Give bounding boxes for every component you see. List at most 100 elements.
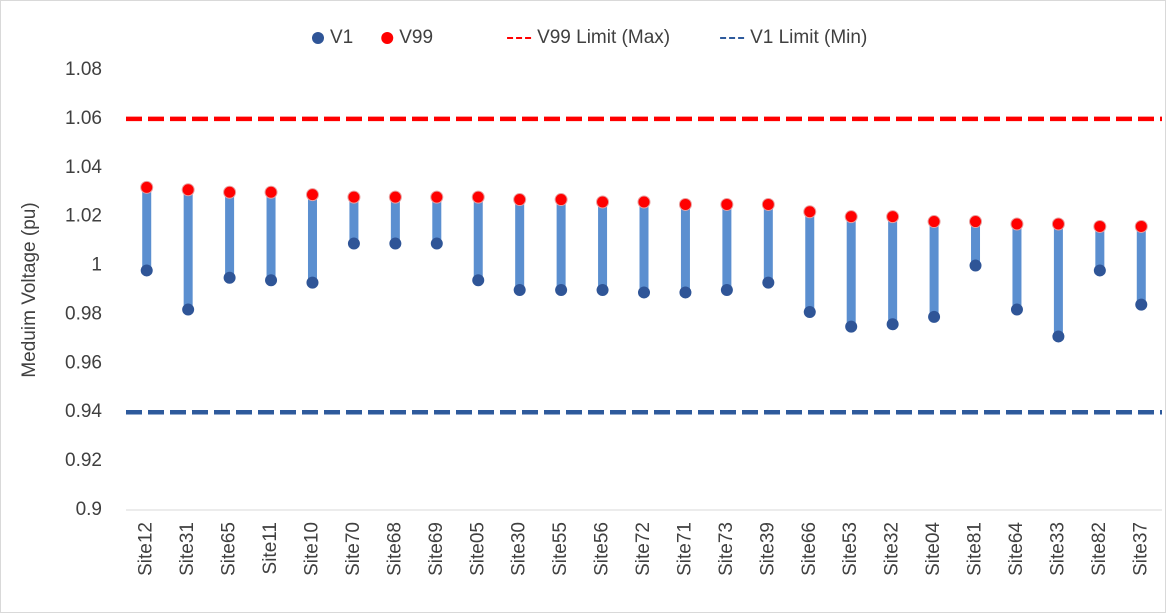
v99-dot: [305, 188, 319, 202]
range-stem: [929, 221, 939, 317]
v1-dot: [638, 286, 650, 299]
x-tick-label: Site04: [923, 522, 944, 576]
legend-marker: [381, 32, 394, 44]
v1-dot: [762, 276, 775, 289]
x-tick-label: Site66: [799, 522, 820, 576]
y-tick-label: 0.98: [65, 303, 102, 324]
range-stem: [225, 192, 235, 278]
x-tick-label: Site31: [177, 522, 198, 576]
range-stem: [515, 199, 525, 290]
range-stem: [307, 194, 317, 283]
v1-dot: [430, 237, 443, 250]
x-tick-label: Site10: [301, 522, 322, 576]
x-tick-label: Site32: [882, 522, 903, 576]
v99-dot: [430, 190, 444, 204]
y-tick-label: 1.06: [65, 108, 102, 129]
x-tick-label: Site37: [1130, 522, 1151, 576]
range-stem: [888, 216, 898, 325]
x-tick-label: Site71: [674, 522, 695, 576]
v99-dot: [181, 183, 195, 197]
v99-dot: [513, 193, 527, 207]
v1-dot: [803, 306, 816, 318]
v1-dot: [223, 271, 236, 284]
v99-dot: [1010, 217, 1024, 231]
range-stem: [183, 189, 193, 310]
y-tick-label: 1.04: [65, 157, 102, 178]
range-stem: [1136, 226, 1146, 305]
range-stem: [1012, 224, 1022, 310]
v1-dot: [389, 237, 402, 250]
range-stem: [1053, 224, 1063, 337]
range-stem: [722, 204, 732, 290]
v99-dot: [969, 215, 983, 229]
v1-dot: [1135, 298, 1148, 311]
range-stem: [846, 216, 856, 327]
v99-dot: [844, 210, 858, 224]
v1-dot: [513, 284, 526, 296]
v99-dot: [1093, 219, 1107, 233]
v99-dot: [596, 195, 610, 209]
legend-label: V99 Limit (Max): [537, 27, 670, 48]
v99-dot: [803, 205, 817, 219]
v1-dot: [472, 274, 485, 287]
range-stem: [390, 197, 400, 244]
v1-dot: [1010, 303, 1023, 316]
v99-dot: [471, 190, 485, 204]
v99-dot: [1134, 219, 1148, 233]
range-stem: [142, 187, 152, 271]
range-stem: [473, 197, 483, 281]
v99-dot: [223, 185, 237, 199]
v99-dot: [886, 210, 900, 224]
v1-dot: [140, 264, 153, 277]
y-tick-label: 1: [91, 255, 102, 276]
range-stem: [598, 202, 608, 290]
v1-dot: [1093, 264, 1106, 277]
range-stem: [266, 192, 276, 281]
v99-dot: [388, 190, 402, 204]
range-stem: [971, 221, 981, 266]
x-tick-label: Site65: [219, 522, 240, 576]
x-tick-label: Site68: [384, 522, 405, 576]
range-stem: [556, 199, 566, 290]
v99-dot: [761, 197, 775, 211]
v99-dot: [720, 197, 734, 211]
x-tick-label: Site70: [343, 522, 364, 576]
v1-dot: [720, 284, 733, 296]
x-tick-label: Site73: [716, 522, 737, 576]
range-stem: [349, 197, 359, 244]
legend-label: V1 Limit (Min): [750, 27, 867, 48]
v1-dot: [969, 259, 982, 272]
range-stem: [680, 204, 690, 293]
y-axis-title: Meduim Voltage (pu): [19, 202, 40, 377]
y-tick-label: 0.92: [65, 450, 102, 471]
v1-dot: [845, 320, 858, 333]
y-tick-label: 0.9: [76, 499, 102, 520]
y-tick-label: 0.96: [65, 352, 102, 373]
x-tick-label: Site39: [757, 522, 778, 576]
v99-dot: [678, 197, 692, 211]
v1-dot: [347, 237, 360, 250]
range-stem: [805, 211, 815, 312]
x-tick-label: Site53: [840, 522, 861, 576]
v99-dot: [347, 190, 361, 204]
range-stem: [432, 197, 442, 244]
x-tick-label: Site69: [426, 522, 447, 576]
v99-dot: [927, 215, 941, 229]
v1-dot: [886, 318, 899, 331]
x-tick-label: Site12: [136, 522, 157, 576]
v99-dot: [554, 193, 568, 207]
x-tick-label: Site72: [633, 522, 654, 576]
v1-dot: [265, 274, 278, 287]
v99-dot: [637, 195, 651, 209]
range-stem: [639, 202, 649, 293]
x-tick-label: Site05: [467, 522, 488, 576]
legend-label: V1: [330, 27, 353, 48]
range-stem: [763, 204, 773, 283]
legend-label: V99: [399, 27, 433, 48]
v1-dot: [596, 284, 609, 296]
y-tick-label: 0.94: [65, 401, 102, 422]
x-tick-label: Site55: [550, 522, 571, 576]
v99-dot: [1051, 217, 1065, 231]
